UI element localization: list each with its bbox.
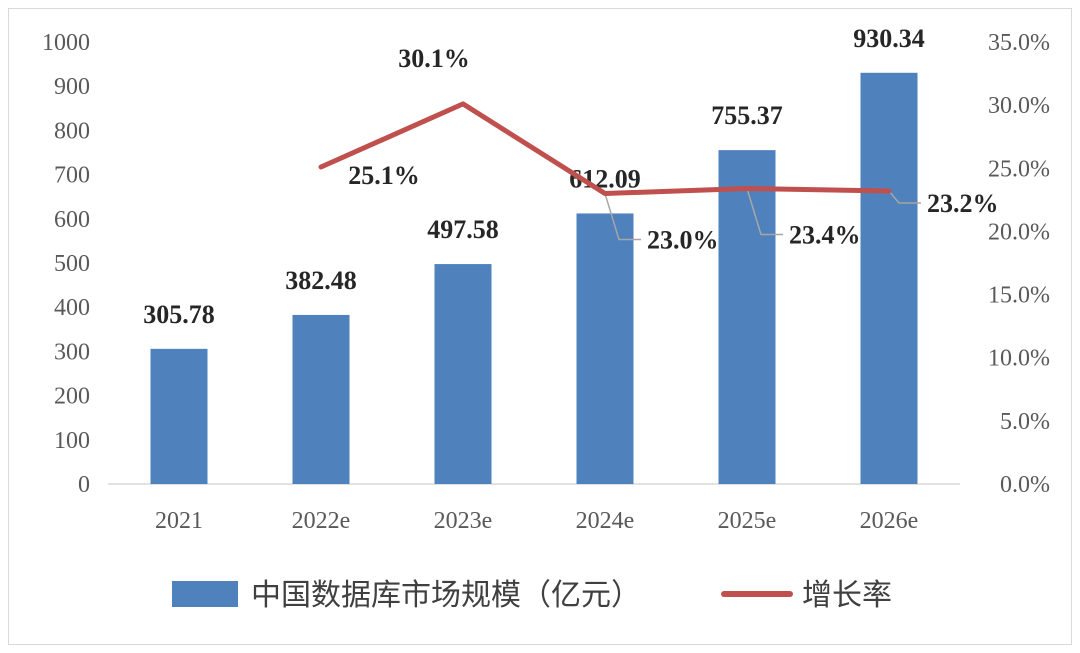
y-left-tick-label: 300 [54,339,90,365]
legend: 中国数据库市场规模（亿元） 增长率 [172,578,892,613]
x-tick-label: 2026e [860,508,919,534]
leader-line [746,188,783,236]
rate-data-labels: 25.1% 30.1% 23.0% 23.4% 23.2% [348,44,998,255]
y-left-tick-label: 400 [54,295,90,321]
label-leader-lines [604,188,921,241]
y-left-tick-label: 200 [54,384,90,410]
y-left-tick-label: 0 [78,472,90,498]
leader-line [888,190,921,204]
bar [860,72,918,484]
bar [150,348,208,484]
bar [576,213,634,484]
y-right-tick-label: 15.0% [988,283,1050,309]
bar-value-label: 930.34 [853,24,925,53]
rate-value-label: 23.2% [927,189,999,218]
y-right-tick-label: 25.0% [988,156,1050,182]
y-left-tick-label: 800 [54,118,90,144]
rate-value-label: 23.4% [789,220,861,249]
legend-label-line: 增长率 [802,578,892,613]
y-right-tick-label: 30.0% [988,93,1050,119]
x-tick-label: 2021 [155,508,203,534]
legend-swatch-bar [172,581,238,607]
y-left-tick-label: 1000 [42,30,90,56]
rate-value-label: 30.1% [398,44,470,73]
bar [434,264,492,484]
y-right-tick-label: 5.0% [1000,409,1050,435]
y-left-tick-label: 500 [54,251,90,277]
leader-line [604,193,641,241]
bar-series [150,72,918,484]
rate-value-label: 25.1% [348,161,420,190]
y-right-tick-label: 35.0% [988,30,1050,56]
bar-value-label: 305.78 [143,300,215,329]
y-left-tick-label: 600 [54,207,90,233]
x-tick-label: 2023e [434,508,493,534]
bar-value-label: 382.48 [285,266,357,295]
bar [718,150,776,484]
y-right-tick-label: 20.0% [988,219,1050,245]
x-tick-label: 2022e [292,508,351,534]
rate-value-label: 23.0% [647,226,719,255]
x-axis: 2021 2022e 2023e 2024e 2025e 2026e [155,508,918,534]
bar-value-label: 755.37 [711,101,783,130]
x-tick-label: 2024e [576,508,635,534]
x-tick-label: 2025e [718,508,777,534]
y-right-tick-label: 0.0% [1000,472,1050,498]
y-left-tick-label: 900 [54,74,90,100]
y-axis-left: 0 100 200 300 400 500 600 700 800 900 1000 [42,30,90,498]
y-axis-right: 0.0% 5.0% 10.0% 15.0% 20.0% 25.0% 30.0% 35.0% [988,30,1050,498]
y-right-tick-label: 10.0% [988,346,1050,372]
y-left-tick-label: 700 [54,163,90,189]
bar [292,314,350,484]
bar-value-label: 497.58 [427,215,499,244]
legend-label-bar: 中国数据库市场规模（亿元） [251,578,641,613]
y-left-tick-label: 100 [54,428,90,454]
growth-rate-line [318,101,892,196]
